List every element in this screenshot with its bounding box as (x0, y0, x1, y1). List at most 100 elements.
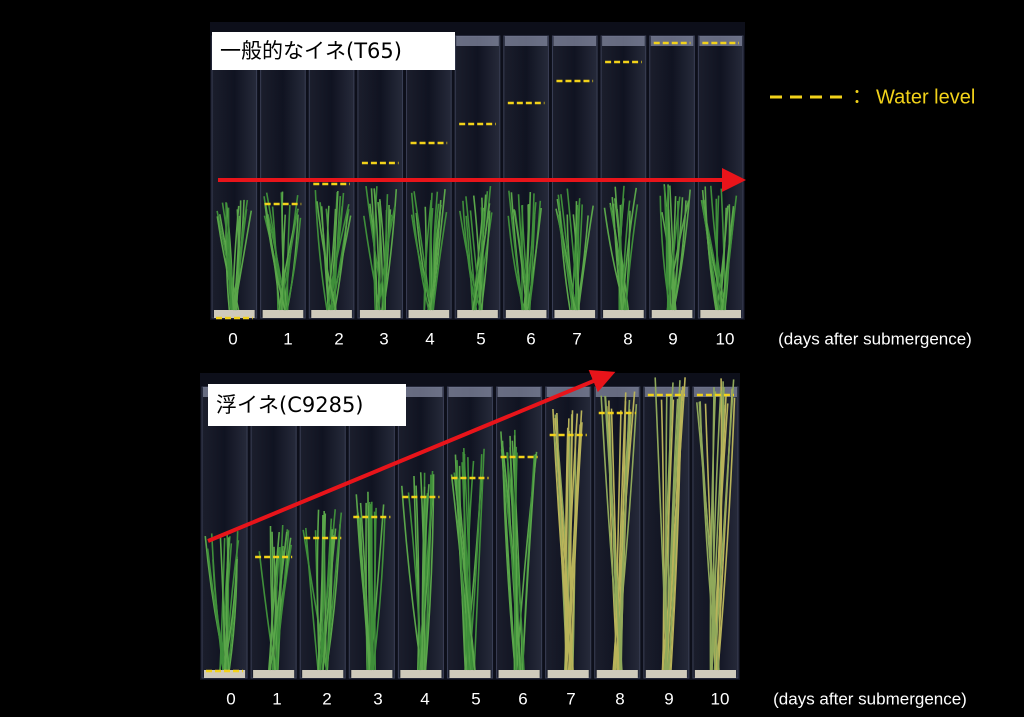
rice-blade (513, 209, 528, 311)
legend: ： Water level (770, 84, 975, 108)
rice-blade (365, 185, 386, 311)
soil (351, 670, 393, 678)
rice-blade (374, 507, 377, 671)
rice-blade (373, 188, 380, 311)
rice-blade (701, 199, 721, 311)
rice-blade (317, 514, 324, 671)
rice-blade (314, 190, 328, 311)
day-label: 2 (334, 329, 343, 348)
panel-title: 一般的なイネ(T65) (220, 39, 402, 63)
tube (406, 35, 452, 319)
rice-blade (612, 203, 623, 311)
soil (547, 670, 589, 678)
panel-photo (200, 370, 740, 680)
rice-blade (574, 198, 581, 311)
rice-blade (271, 206, 279, 311)
rice-blade (511, 440, 524, 671)
rice-blade (566, 188, 579, 311)
rice-blade (432, 211, 448, 311)
soil (262, 310, 304, 318)
rice-blade (500, 431, 516, 671)
day-label: 0 (228, 329, 237, 348)
rice-blade (717, 378, 723, 671)
panel-title: 浮イネ(C9285) (216, 393, 364, 417)
soil (359, 310, 401, 318)
rice-blade (285, 217, 302, 311)
soil (408, 310, 450, 318)
soil (311, 310, 352, 318)
day-label: 9 (668, 329, 677, 348)
rice-blade (665, 396, 668, 671)
rice-blade (423, 200, 432, 311)
day-label: 7 (572, 329, 581, 348)
rice-blade (326, 192, 345, 311)
day-label: 7 (566, 689, 575, 708)
rice-blade (669, 185, 677, 311)
rice-blade (526, 207, 543, 311)
rice-blade (219, 538, 226, 671)
rice-blade (325, 512, 343, 671)
rice-blade (382, 189, 398, 311)
day-label: 4 (425, 329, 434, 348)
rice-blade (507, 215, 525, 311)
day-label: 8 (623, 329, 632, 348)
rice-blade (456, 460, 470, 671)
rice-blade (454, 477, 476, 671)
rice-blade (321, 518, 333, 671)
rice-blade (459, 210, 482, 311)
rice-blade (304, 527, 319, 671)
axis-label: (days after submergence) (773, 689, 967, 708)
tube-cap (602, 36, 645, 46)
rice-blade (231, 205, 240, 311)
rice-blade (334, 213, 349, 311)
rice-blade (227, 207, 233, 311)
soil (596, 670, 638, 678)
rice-blade (558, 211, 571, 311)
day-label: 6 (526, 329, 535, 348)
tube-cap (699, 36, 742, 46)
title-box (212, 32, 455, 70)
rice-blade (429, 199, 442, 311)
soil (694, 670, 736, 678)
soil (554, 310, 596, 318)
rice-blade (431, 189, 446, 311)
rice-blade (621, 187, 638, 311)
day-label: 6 (518, 689, 527, 708)
day-label: 10 (711, 689, 730, 708)
day-label: 3 (379, 329, 388, 348)
legend-separator: ： (852, 84, 872, 108)
rice-blade (359, 502, 371, 671)
rice-blade (421, 486, 426, 671)
rice-blade (281, 214, 287, 311)
rice-blade (369, 203, 378, 311)
day-label: 0 (226, 689, 235, 708)
rice-blade (660, 399, 665, 671)
rice-blade (604, 396, 622, 671)
rice-blade (564, 427, 569, 671)
rice-blade (417, 478, 434, 671)
tube-cap (650, 36, 694, 46)
growth-arrow (207, 370, 616, 543)
soil (214, 310, 255, 318)
rice-blade (569, 410, 574, 671)
tube-cap (448, 387, 492, 397)
rice-blade (473, 211, 485, 311)
soil (204, 670, 246, 678)
soil (645, 670, 687, 678)
day-label: 1 (283, 329, 292, 348)
rice-blade (713, 379, 735, 671)
rice-blade (572, 214, 580, 311)
rice-blade (400, 485, 423, 671)
rice-blade (517, 194, 531, 311)
tube-cap (644, 387, 688, 397)
day-label: 2 (322, 689, 331, 708)
day-label: 5 (476, 329, 485, 348)
day-label: 5 (471, 689, 480, 708)
rice-blade (710, 390, 722, 671)
rice-blade (614, 410, 622, 671)
panel-photo (210, 22, 746, 320)
rice-blade (717, 397, 736, 671)
rice-blade (269, 526, 276, 671)
